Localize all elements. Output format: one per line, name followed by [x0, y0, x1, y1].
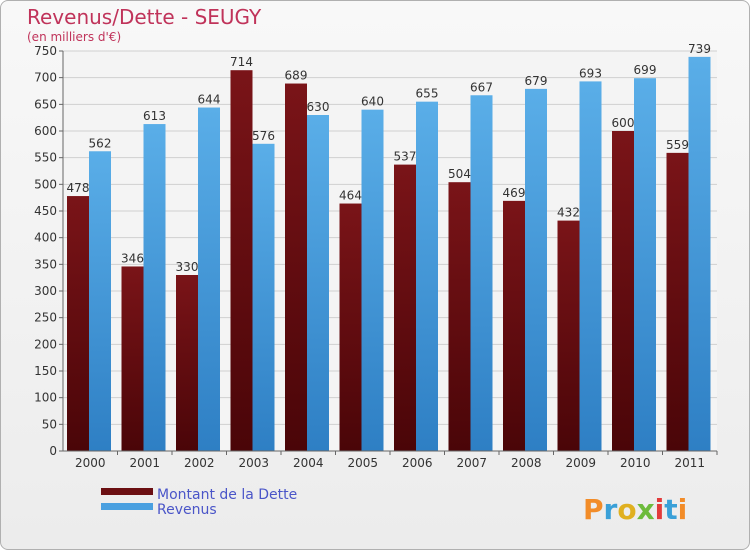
x-tick-label: 2010	[620, 456, 651, 470]
data-label: 478	[67, 181, 90, 195]
bar-dette	[285, 83, 307, 452]
y-tick-label: 700	[34, 71, 57, 85]
bar-dette	[394, 164, 416, 451]
y-tick-label: 300	[34, 284, 57, 298]
chart-title: Revenus/Dette - SEUGY	[27, 5, 262, 29]
data-label: 640	[361, 95, 384, 109]
data-label: 630	[307, 100, 330, 114]
data-label: 644	[198, 93, 221, 107]
data-label: 504	[448, 167, 471, 181]
y-tick-label: 400	[34, 231, 57, 245]
x-tick-label: 2003	[238, 456, 269, 470]
data-label: 562	[89, 136, 112, 150]
x-tick-label: 2002	[184, 456, 215, 470]
logo-letter: r	[604, 493, 618, 526]
y-tick-label: 100	[34, 391, 57, 405]
x-tick-label: 2007	[456, 456, 487, 470]
data-label: 693	[579, 66, 602, 80]
data-label: 667	[470, 80, 493, 94]
data-label: 469	[503, 186, 526, 200]
y-tick-label: 0	[49, 444, 57, 458]
bar-revenus	[198, 107, 220, 452]
y-tick-label: 550	[34, 151, 57, 165]
bar-revenus	[634, 78, 656, 451]
bar-revenus	[361, 109, 384, 452]
logo-letter: o	[617, 493, 636, 526]
grid	[63, 50, 717, 452]
data-label: 330	[176, 260, 199, 274]
y-tick-label: 350	[34, 257, 57, 271]
x-tick-label: 2006	[402, 456, 433, 470]
data-label: 600	[612, 116, 635, 130]
x-tick-label: 2008	[511, 456, 542, 470]
y-tick-label: 200	[34, 337, 57, 351]
legend-label: Revenus	[157, 502, 217, 518]
bar-dette	[448, 182, 471, 451]
y-tick-label: 150	[34, 364, 57, 378]
bars: 478 562 346 613 330 644 714 576 689 630 464 640 537 6…	[67, 42, 711, 452]
data-label: 576	[252, 129, 275, 143]
bar-dette	[557, 220, 580, 451]
y-tick-label: 500	[34, 177, 57, 191]
data-label: 559	[666, 138, 689, 152]
chart-subtitle: (en milliers d'€)	[27, 30, 121, 44]
logo-letter: x	[637, 493, 655, 526]
bar-revenus	[470, 95, 493, 452]
data-label: 432	[557, 206, 580, 220]
bar-revenus	[525, 88, 547, 451]
bar-dette	[176, 275, 198, 451]
proxiti-logo: Proxiti	[583, 493, 687, 526]
data-label: 346	[121, 251, 144, 265]
data-label: 714	[230, 55, 253, 69]
bar-dette	[67, 196, 89, 451]
bar-revenus	[252, 143, 275, 452]
legend-swatch-revenus	[101, 503, 153, 510]
x-tick-label: 2001	[129, 456, 160, 470]
bar-revenus	[416, 101, 438, 452]
x-tick-label: 2011	[674, 456, 705, 470]
logo-letter: t	[664, 493, 677, 526]
logo-letter: i	[678, 493, 688, 526]
data-label: 655	[416, 87, 439, 101]
data-label: 537	[394, 150, 417, 164]
x-tick-label: 2000	[75, 456, 106, 470]
y-tick-label: 650	[34, 97, 57, 111]
y-tick-label: 250	[34, 311, 57, 325]
x-axis: 2000 2001 2002 2003 2004 2005 2006 2007 2008 2009…	[63, 450, 718, 470]
legend-label: Montant de la Dette	[157, 487, 297, 503]
bar-revenus	[307, 115, 329, 451]
y-tick-label: 450	[34, 204, 57, 218]
bar-dette	[503, 200, 525, 451]
logo-letter: P	[583, 493, 604, 526]
logo-letter: i	[655, 493, 665, 526]
data-label: 613	[143, 109, 166, 123]
legend-swatch-dette	[101, 488, 153, 495]
bar-revenus	[579, 81, 602, 452]
bar-revenus	[143, 124, 166, 452]
data-label: 739	[688, 42, 711, 56]
data-label: 689	[285, 69, 308, 83]
y-tick-label: 600	[34, 124, 57, 138]
y-tick-label: 750	[34, 44, 57, 58]
x-tick-label: 2005	[347, 456, 378, 470]
bar-dette	[339, 203, 362, 451]
bar-dette	[612, 131, 634, 451]
bar-dette	[121, 266, 144, 451]
data-label: 679	[525, 74, 548, 88]
bar-dette	[666, 152, 689, 451]
bar-revenus	[89, 151, 111, 451]
bar-revenus	[688, 56, 711, 451]
y-axis: 0 50 100 150 200 250 300 350 400 450 500 550 600 650 7…	[34, 44, 64, 458]
plot-area	[63, 51, 717, 451]
bar-dette	[230, 70, 253, 451]
data-label: 464	[339, 189, 362, 203]
y-tick-label: 50	[42, 417, 57, 431]
data-label: 699	[634, 63, 657, 77]
x-tick-label: 2009	[565, 456, 596, 470]
x-tick-label: 2004	[293, 456, 324, 470]
